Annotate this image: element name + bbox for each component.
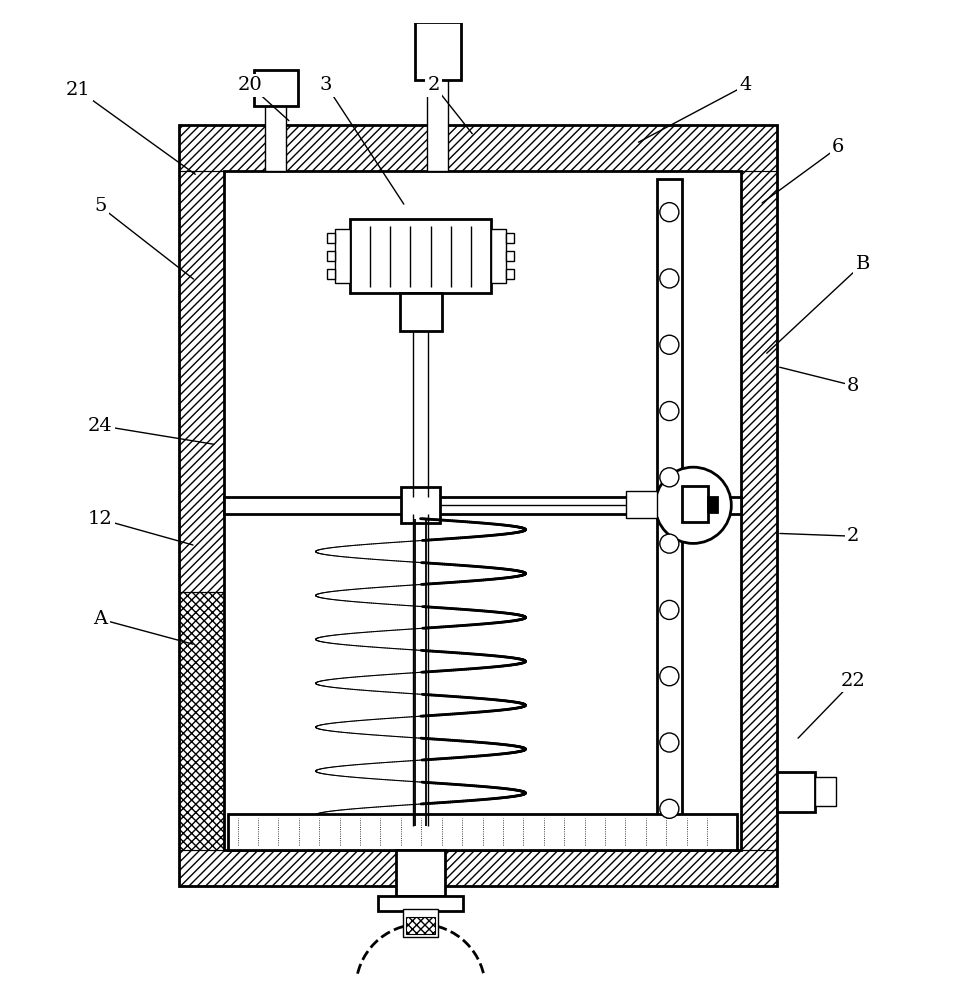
Bar <box>627 491 657 518</box>
Bar <box>401 487 440 523</box>
Text: 12: 12 <box>88 510 113 528</box>
Circle shape <box>659 402 679 421</box>
Bar <box>265 95 286 171</box>
Bar <box>378 896 463 911</box>
Circle shape <box>659 534 679 553</box>
Bar <box>406 917 435 934</box>
Circle shape <box>659 335 679 354</box>
Text: 8: 8 <box>847 377 860 395</box>
Text: 22: 22 <box>841 672 865 690</box>
Bar <box>179 125 777 886</box>
Bar <box>415 22 460 80</box>
Bar <box>682 486 709 522</box>
Bar <box>224 497 741 514</box>
Circle shape <box>655 467 731 543</box>
Text: 4: 4 <box>740 76 751 94</box>
Bar <box>350 219 491 293</box>
Text: 20: 20 <box>238 76 262 94</box>
Bar <box>179 592 224 850</box>
Bar <box>657 179 682 842</box>
Bar <box>491 229 507 283</box>
Bar <box>403 909 438 937</box>
Circle shape <box>659 203 679 222</box>
Bar <box>741 171 777 850</box>
Bar <box>327 269 335 279</box>
Bar <box>507 233 514 243</box>
Bar <box>179 850 777 886</box>
Bar <box>254 70 298 106</box>
Bar <box>777 772 815 812</box>
Circle shape <box>659 600 679 619</box>
Circle shape <box>659 667 679 686</box>
Text: 21: 21 <box>66 81 91 99</box>
Circle shape <box>659 799 679 818</box>
Text: B: B <box>856 255 870 273</box>
Bar <box>179 125 777 171</box>
Text: 3: 3 <box>320 76 333 94</box>
Bar <box>179 171 224 592</box>
Bar <box>507 251 514 261</box>
Circle shape <box>356 924 485 1000</box>
Circle shape <box>659 733 679 752</box>
Bar <box>396 850 446 896</box>
Text: A: A <box>93 610 107 628</box>
Circle shape <box>659 269 679 288</box>
Text: 24: 24 <box>88 417 113 435</box>
Bar <box>427 57 448 171</box>
Text: 2: 2 <box>847 527 860 545</box>
Bar <box>507 269 514 279</box>
Text: 5: 5 <box>94 197 106 215</box>
Bar <box>709 497 717 512</box>
Bar <box>327 251 335 261</box>
Circle shape <box>659 468 679 487</box>
Bar <box>815 777 836 806</box>
Bar <box>399 293 442 331</box>
Bar <box>224 171 741 850</box>
Text: 2: 2 <box>427 76 440 94</box>
Bar <box>228 814 737 850</box>
Bar <box>335 229 350 283</box>
Text: 6: 6 <box>832 138 844 156</box>
Bar <box>327 233 335 243</box>
